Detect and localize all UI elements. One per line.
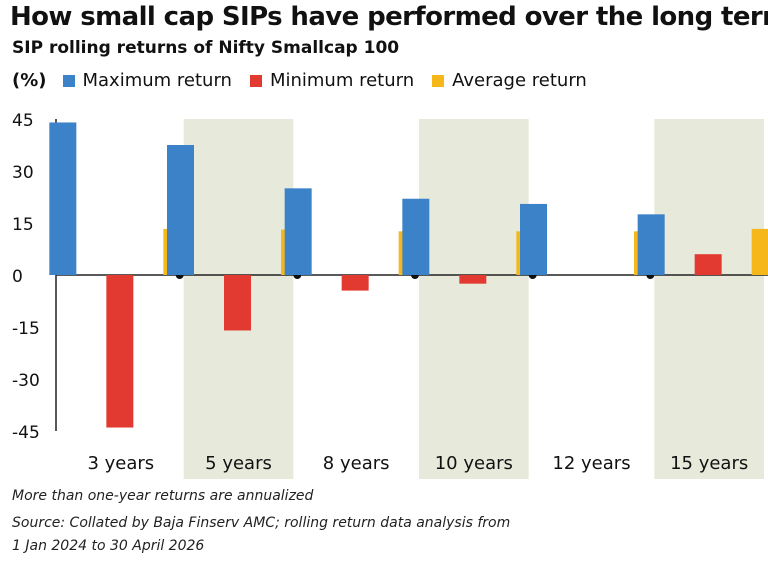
legend-label-avg: Average return	[452, 70, 587, 91]
unit-label: (%)	[12, 70, 47, 91]
legend-label-min: Minimum return	[269, 70, 415, 91]
bar-min-5	[694, 254, 722, 275]
note-annualized: More than one-year returns are annualize…	[12, 488, 314, 504]
bar-max-4	[520, 203, 547, 275]
legend: (%) Maximum return Minimum return Averag…	[12, 70, 605, 91]
legend-swatch-avg	[432, 74, 445, 87]
bar-min-3	[459, 275, 487, 284]
chart-title: How small cap SIPs have performed over t…	[10, 2, 768, 32]
bar-max-2	[284, 188, 312, 275]
note-source: Source: Collated by Baja Finserv AMC; ro…	[12, 515, 511, 531]
shaded-band-5	[654, 119, 764, 479]
bar-max-3	[402, 198, 430, 275]
legend-item-max: Maximum return	[62, 70, 232, 91]
x-tick-label: 5 years	[205, 453, 272, 474]
y-tick-label: -45	[12, 423, 40, 443]
bar-max-1	[167, 145, 194, 275]
bar-avg-5	[751, 228, 768, 275]
x-tick-label: 8 years	[323, 453, 390, 474]
y-tick-label: 45	[12, 111, 34, 131]
y-tick-label: 15	[12, 215, 34, 235]
bar-max-0	[49, 122, 77, 275]
x-tick-label: 15 years	[670, 453, 748, 474]
bar-min-2	[341, 275, 369, 291]
legend-item-min: Minimum return	[249, 70, 415, 91]
x-tick-label: 3 years	[87, 453, 154, 474]
legend-label-max: Maximum return	[82, 70, 232, 91]
y-tick-label: -15	[12, 319, 40, 339]
shaded-band-3	[419, 119, 529, 479]
legend-swatch-min	[249, 74, 262, 87]
chart-subtitle: SIP rolling returns of Nifty Smallcap 10…	[12, 38, 400, 58]
x-tick-label: 12 years	[552, 453, 630, 474]
bar-min-0	[106, 275, 134, 428]
bar-max-5	[637, 214, 665, 275]
y-tick-label: 30	[12, 163, 34, 183]
bar-min-1	[224, 275, 251, 331]
y-tick-label: 0	[12, 267, 23, 287]
x-tick-label: 10 years	[435, 453, 513, 474]
legend-item-avg: Average return	[432, 70, 587, 91]
note-period: 1 Jan 2024 to 30 April 2026	[12, 538, 205, 554]
legend-swatch-max	[62, 74, 75, 87]
y-tick-label: -30	[12, 371, 40, 391]
